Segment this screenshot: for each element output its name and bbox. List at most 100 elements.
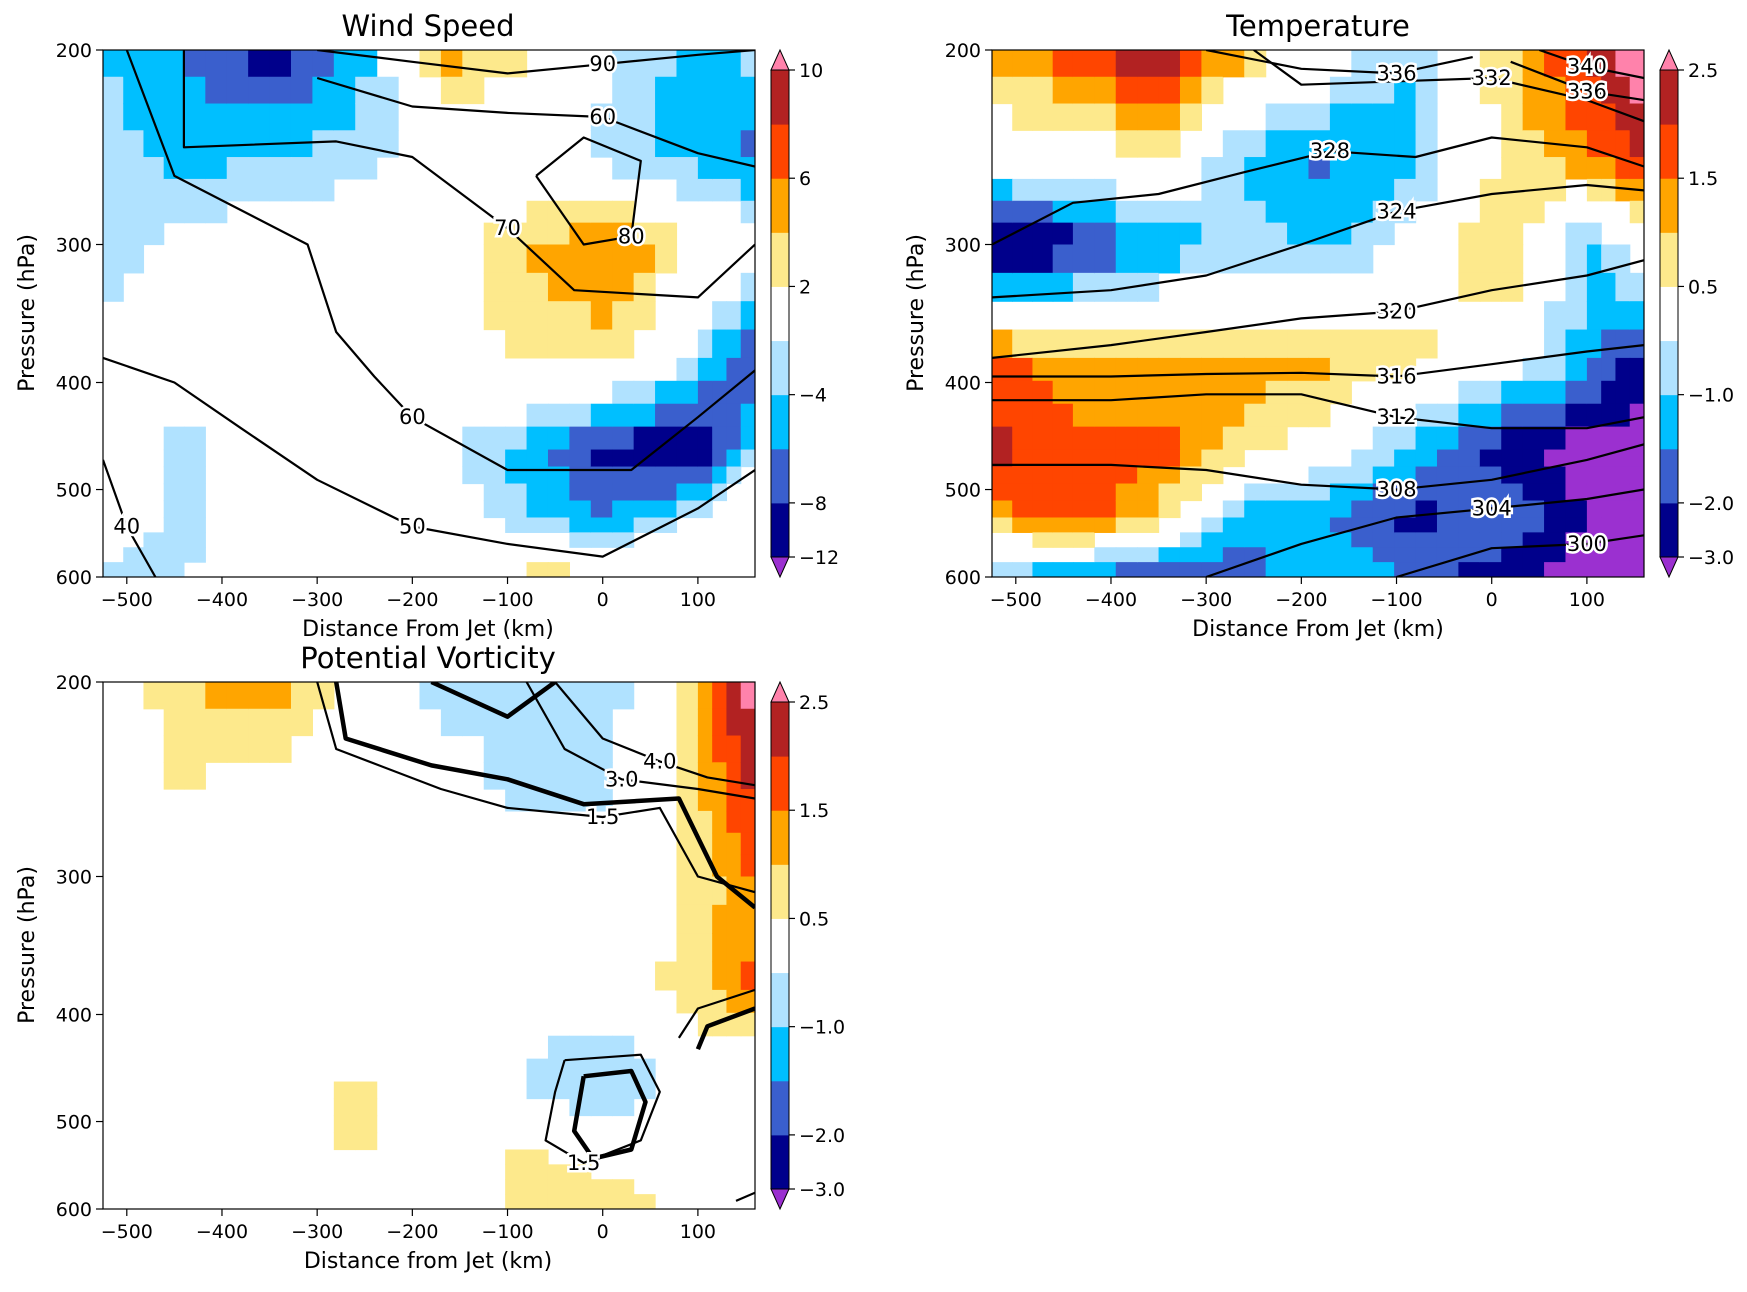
temperature-shading-cell bbox=[1179, 483, 1203, 502]
temperature-shading-cell bbox=[1351, 130, 1374, 158]
potential-vorticity-shading-cell bbox=[505, 1179, 528, 1195]
wind-speed-shading-cell bbox=[183, 547, 206, 563]
temperature-shading-cell bbox=[1158, 426, 1181, 451]
temperature-y-tick-label: 600 bbox=[945, 567, 981, 589]
wind-speed-shading-cell bbox=[483, 426, 506, 451]
potential-vorticity-shading-cell bbox=[547, 1194, 570, 1209]
temperature-shading-cell bbox=[1394, 103, 1417, 131]
temperature-shading-cell bbox=[1052, 466, 1074, 485]
temperature-shading-cell bbox=[992, 244, 1013, 274]
temperature-shading-cell bbox=[1351, 222, 1374, 246]
temperature-shading-cell bbox=[1329, 178, 1352, 202]
temperature-shading-cell bbox=[1012, 200, 1034, 224]
temperature-shading-cell bbox=[1158, 130, 1181, 158]
temperature-shading-cell bbox=[1586, 426, 1602, 451]
temperature-shading-cell bbox=[1115, 547, 1138, 563]
potential-vorticity-contour-line bbox=[677, 988, 755, 1039]
wind-speed-shading-cell bbox=[143, 178, 165, 202]
temperature-shading-cell bbox=[1201, 244, 1224, 274]
wind-speed-shading-cell bbox=[290, 130, 314, 158]
temperature-shading-cell bbox=[1158, 380, 1181, 405]
wind-speed-shading-cell bbox=[163, 130, 185, 158]
wind-speed-shading-cell bbox=[183, 483, 206, 502]
wind-speed-shading-cell bbox=[505, 244, 528, 274]
temperature-shading-cell bbox=[1094, 178, 1117, 202]
wind-speed-shading-cell bbox=[655, 130, 678, 158]
potential-vorticity-shading-cell bbox=[547, 1179, 570, 1195]
temperature-shading-cell bbox=[1115, 449, 1138, 468]
temperature-shading-cell bbox=[1629, 103, 1644, 131]
temperature-colorbar-tick-label: 0.5 bbox=[1688, 276, 1718, 298]
temperature-colorbar-segment bbox=[1660, 394, 1678, 450]
temperature-shading-cell bbox=[1072, 517, 1095, 533]
wind-speed-shading-cell bbox=[726, 329, 742, 359]
temperature-shading-cell bbox=[1565, 301, 1588, 331]
potential-vorticity-colorbar-extend-min bbox=[770, 1188, 790, 1211]
potential-vorticity-x-ticks: −500 −400 −300 −200 −100 0 100 bbox=[101, 1209, 716, 1243]
temperature-shading-cell bbox=[1436, 426, 1459, 451]
wind-speed-shading-cell bbox=[547, 562, 570, 577]
temperature-shading-cell bbox=[1265, 517, 1288, 533]
wind-speed-shading-cell bbox=[676, 466, 699, 485]
wind-speed-shading-cell bbox=[163, 200, 185, 224]
temperature-shading-cell bbox=[1012, 244, 1034, 274]
wind-speed-y-tick-label: 400 bbox=[56, 372, 92, 394]
temperature-shading-cell bbox=[1394, 449, 1417, 468]
temperature-shading-cell bbox=[1265, 200, 1288, 224]
potential-vorticity-shading-cell bbox=[726, 762, 742, 790]
wind-speed-shading-cell bbox=[590, 517, 613, 533]
temperature-shading-cell bbox=[1115, 466, 1138, 485]
potential-vorticity-contour-line bbox=[554, 682, 755, 787]
wind-speed-shading-cell bbox=[226, 50, 249, 78]
wind-speed-shading-cell bbox=[697, 178, 713, 202]
temperature-shading-cell bbox=[1329, 329, 1352, 359]
potential-vorticity-x-tick-label: −100 bbox=[481, 1221, 533, 1243]
temperature-shading-cell bbox=[1158, 466, 1181, 485]
temperature-shading-cell bbox=[1415, 547, 1438, 563]
temperature-shading-cell bbox=[1415, 50, 1438, 78]
potential-vorticity-shading-cell bbox=[205, 735, 228, 763]
wind-speed-shading-cell bbox=[712, 380, 728, 405]
temperature-shading-cell bbox=[1586, 76, 1602, 105]
potential-vorticity-x-tick-label: −500 bbox=[101, 1221, 153, 1243]
wind-speed-shading-cell bbox=[526, 500, 549, 519]
temperature-shading-cell bbox=[1501, 517, 1524, 533]
temperature-shading-cell bbox=[1501, 244, 1524, 274]
wind-speed-shading-cell bbox=[726, 301, 742, 331]
wind-speed-shading-cell bbox=[483, 449, 506, 468]
temperature-shading-cell bbox=[1265, 532, 1288, 548]
wind-speed-colorbar-segment bbox=[771, 394, 789, 450]
temperature-shading-cell bbox=[1115, 222, 1138, 246]
temperature-shading-cell bbox=[1265, 483, 1288, 502]
wind-speed-shading-cell bbox=[590, 500, 613, 519]
potential-vorticity-shading-cell bbox=[355, 1098, 378, 1117]
potential-vorticity-contour-line bbox=[333, 682, 755, 910]
wind-speed-shading-cell bbox=[505, 301, 528, 331]
temperature-colorbar-extend-min bbox=[1659, 556, 1679, 579]
wind-speed-colorbar-tick-label: 2 bbox=[799, 276, 811, 298]
temperature-shading-cell bbox=[1415, 157, 1438, 180]
temperature-shading-cell bbox=[1615, 130, 1631, 158]
temperature-shading-cell bbox=[1329, 562, 1352, 577]
wind-speed-shading-cell bbox=[226, 103, 249, 131]
temperature-shading-cell bbox=[1201, 200, 1224, 224]
temperature-shading-cell bbox=[992, 76, 1013, 105]
wind-speed-shading-cell bbox=[333, 103, 356, 131]
temperature-shading-cell bbox=[1244, 178, 1267, 202]
wind-speed-contour-label: 50 bbox=[399, 514, 426, 538]
wind-speed-shading-cell bbox=[123, 222, 145, 246]
temperature-shading-cell bbox=[1615, 357, 1631, 382]
temperature-shading-cell bbox=[1565, 500, 1588, 519]
temperature-shading-cell bbox=[1436, 562, 1459, 577]
temperature-shading-cell bbox=[1179, 50, 1203, 78]
potential-vorticity-shading-cell bbox=[333, 1081, 356, 1100]
temperature-shading-cell bbox=[1072, 466, 1095, 485]
temperature-shading-cell bbox=[1265, 157, 1288, 180]
temperature-shading-cell bbox=[1308, 403, 1331, 428]
wind-speed-shading-cell bbox=[269, 50, 292, 78]
potential-vorticity-colorbar-segment bbox=[771, 864, 789, 919]
potential-vorticity-shading-cell bbox=[697, 876, 713, 906]
wind-speed-shading-cell bbox=[183, 200, 206, 224]
temperature-shading-cell bbox=[1094, 272, 1117, 302]
temperature-colorbar-tick-label: −2.0 bbox=[1688, 493, 1734, 515]
